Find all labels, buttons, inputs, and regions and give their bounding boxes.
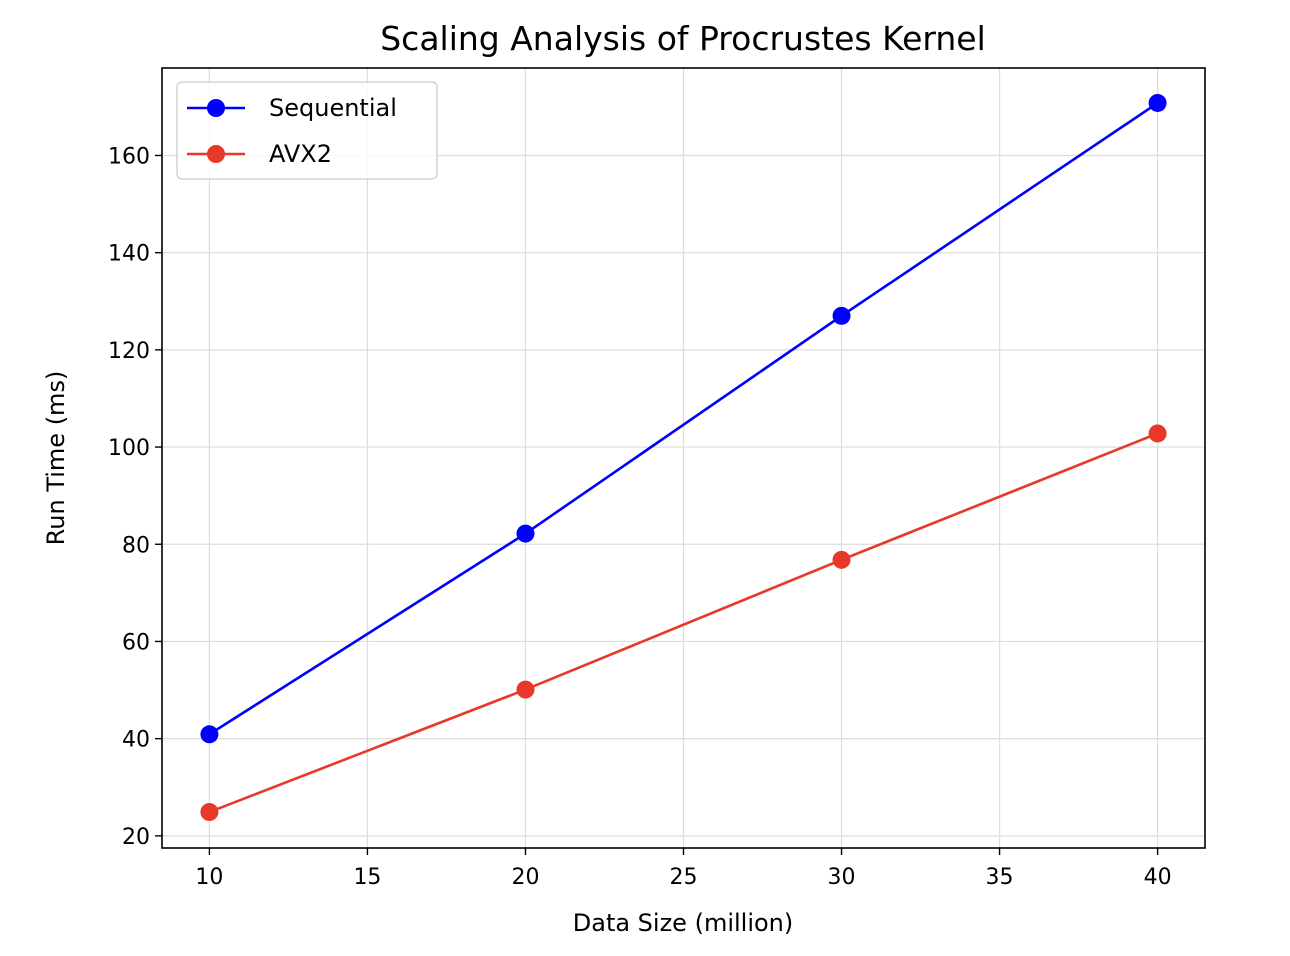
data-point-sequential [516,524,535,543]
x-tick-label: 20 [511,865,539,890]
legend-label: AVX2 [269,140,332,168]
x-axis-label: Data Size (million) [573,909,794,937]
grid-lines [162,68,1205,848]
legend-label: Sequential [269,94,397,122]
y-tick-label: 140 [108,242,150,267]
legend-swatch-marker [207,99,225,117]
x-tick-label: 25 [670,865,698,890]
data-point-sequential [1148,93,1167,112]
legend-swatch-marker [207,145,225,163]
x-tick-label: 30 [828,865,856,890]
legend-item-sequential: Sequential [187,94,397,122]
chart-title: Scaling Analysis of Procrustes Kernel [380,19,986,58]
series-line-sequential [208,101,1159,736]
data-point-sequential [832,306,851,325]
data-point-sequential [200,725,219,744]
y-tick-label: 100 [108,436,150,461]
y-tick-label: 40 [122,728,150,753]
series-layer [200,93,1167,822]
y-tick-label: 80 [122,533,150,558]
y-axis-label: Run Time (ms) [42,371,70,546]
x-tick-label: 15 [353,865,381,890]
y-tick-label: 160 [108,144,150,169]
legend: Sequential AVX2 [176,81,438,180]
series-sequential [200,93,1167,744]
x-tick-label: 10 [195,865,223,890]
axis-ticks: 10 15 20 25 30 35 40 20 40 60 80 100 120 140 160 [108,144,1172,890]
data-point-avx2 [200,803,219,822]
series-avx2 [200,424,1167,822]
y-tick-label: 20 [122,825,150,850]
data-point-avx2 [516,680,535,699]
y-tick-label: 60 [122,630,150,655]
legend-item-avx2: AVX2 [187,140,332,168]
y-tick-label: 120 [108,339,150,364]
data-point-avx2 [1148,424,1167,443]
x-tick-label: 35 [986,865,1014,890]
data-point-avx2 [832,550,851,569]
x-tick-label: 40 [1144,865,1172,890]
series-line-avx2 [208,432,1159,814]
